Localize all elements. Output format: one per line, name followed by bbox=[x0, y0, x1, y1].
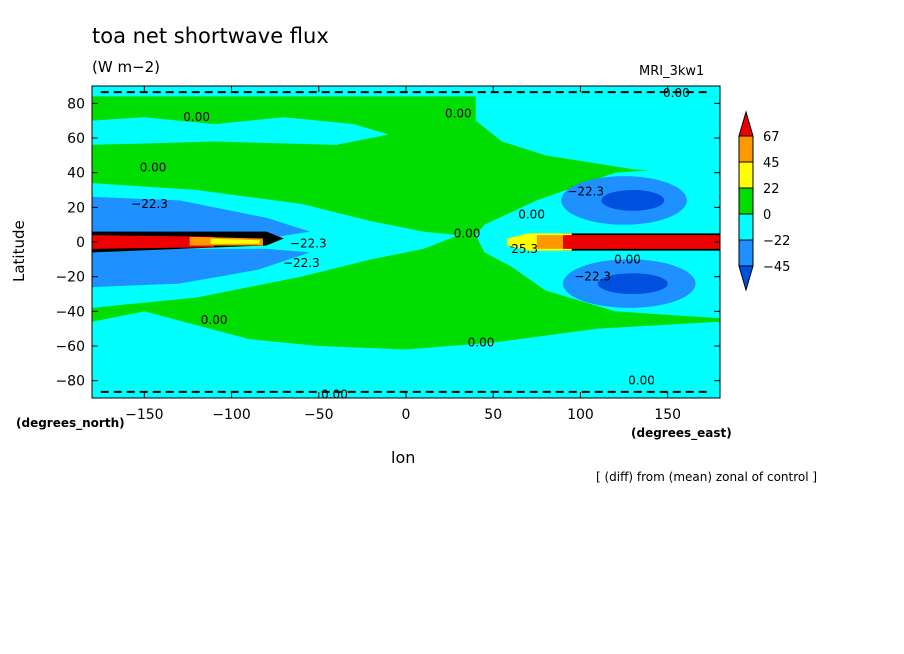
south-cyan-zone bbox=[92, 311, 720, 385]
y-tick-label: −20 bbox=[55, 270, 85, 286]
x-tick-label: 0 bbox=[402, 407, 411, 423]
colorbar-label: −22 bbox=[763, 234, 790, 249]
colorbar-label: 0 bbox=[763, 208, 771, 223]
north-cyan-zone-west bbox=[92, 117, 389, 145]
contour-label: 0.00 bbox=[454, 226, 481, 240]
y-axis-unit: (degrees_north) bbox=[16, 416, 125, 430]
axes: −150 −100 −50 0 50 100 150 80 60 40 20 0 −20 −40 −60 −8… bbox=[55, 86, 720, 423]
east-north-deep-blue bbox=[601, 190, 665, 211]
model-name: MRI_3kw1 bbox=[639, 64, 705, 79]
y-tick-label: −40 bbox=[55, 304, 85, 320]
colorbar-label: 22 bbox=[763, 182, 780, 197]
contour-label: 0.00 bbox=[183, 110, 210, 124]
contour-label: −22.3 bbox=[283, 256, 320, 270]
x-tick-label: 50 bbox=[484, 407, 502, 423]
chart-title: toa net shortwave flux bbox=[92, 24, 329, 48]
contour-label: 0.00 bbox=[201, 313, 228, 327]
colorbar-segment bbox=[738, 187, 754, 215]
contour-label: −22.3 bbox=[290, 237, 327, 251]
colorbar: 67 45 22 0 −22 −45 bbox=[738, 110, 790, 292]
east-south-deep-blue bbox=[597, 273, 668, 294]
x-tick-label: 100 bbox=[567, 407, 594, 423]
x-tick-label: −150 bbox=[125, 407, 163, 423]
y-tick-label: −80 bbox=[55, 374, 85, 390]
colorbar-label: 45 bbox=[763, 156, 780, 171]
contour-label: 25.3 bbox=[511, 242, 538, 256]
field-layer bbox=[92, 86, 720, 398]
colorbar-label: −45 bbox=[763, 260, 790, 275]
y-tick-label: 40 bbox=[67, 166, 85, 182]
contour-label: 0.00 bbox=[468, 336, 495, 350]
contour-label: 0.00 bbox=[628, 374, 655, 388]
colorbar-segment bbox=[738, 239, 754, 267]
colorbar-segment bbox=[738, 110, 754, 137]
colorbar-segment bbox=[738, 161, 754, 189]
colorbar-segment bbox=[738, 213, 754, 241]
colorbar-segment bbox=[738, 265, 754, 292]
north-cyan-zone-east bbox=[475, 96, 720, 177]
y-tick-label: −60 bbox=[55, 339, 85, 355]
west-equatorial-red bbox=[92, 235, 215, 249]
comparison-note: [ (diff) from (mean) zonal of control ] bbox=[596, 470, 818, 484]
colorbar-segment bbox=[738, 135, 754, 163]
contour-labels: 0.000.00 0.000.00−22.3−22.30.000.00−22.3−… bbox=[131, 86, 690, 402]
contour-label: 0.00 bbox=[663, 86, 690, 100]
contour-label: 0.00 bbox=[614, 252, 641, 266]
contour-label: 0.00 bbox=[321, 388, 348, 402]
x-axis-unit: (degrees_east) bbox=[631, 426, 732, 440]
west-south-blue bbox=[92, 248, 311, 288]
y-tick-label: 60 bbox=[67, 131, 85, 147]
west-equatorial-yellow bbox=[210, 238, 260, 244]
x-axis-label: lon bbox=[391, 448, 416, 467]
west-north-blue bbox=[92, 196, 311, 239]
y-tick-label: 80 bbox=[67, 96, 85, 112]
x-tick-label: −100 bbox=[212, 407, 250, 423]
east-equatorial-red bbox=[563, 235, 720, 249]
contour-label: −22.3 bbox=[567, 185, 604, 199]
contour-label: 0.00 bbox=[445, 107, 472, 121]
contour-label: −22.3 bbox=[131, 197, 168, 211]
colorbar-label: 67 bbox=[763, 130, 780, 145]
y-tick-label: 20 bbox=[67, 200, 85, 216]
chart-units: (W m−2) bbox=[92, 58, 161, 76]
contour-label: 0.00 bbox=[140, 160, 167, 174]
x-tick-label: 150 bbox=[654, 407, 681, 423]
y-tick-label: 0 bbox=[76, 235, 85, 251]
x-tick-label: −50 bbox=[304, 407, 334, 423]
contour-label: −22.3 bbox=[574, 270, 611, 284]
contour-label: 0.00 bbox=[518, 207, 545, 221]
